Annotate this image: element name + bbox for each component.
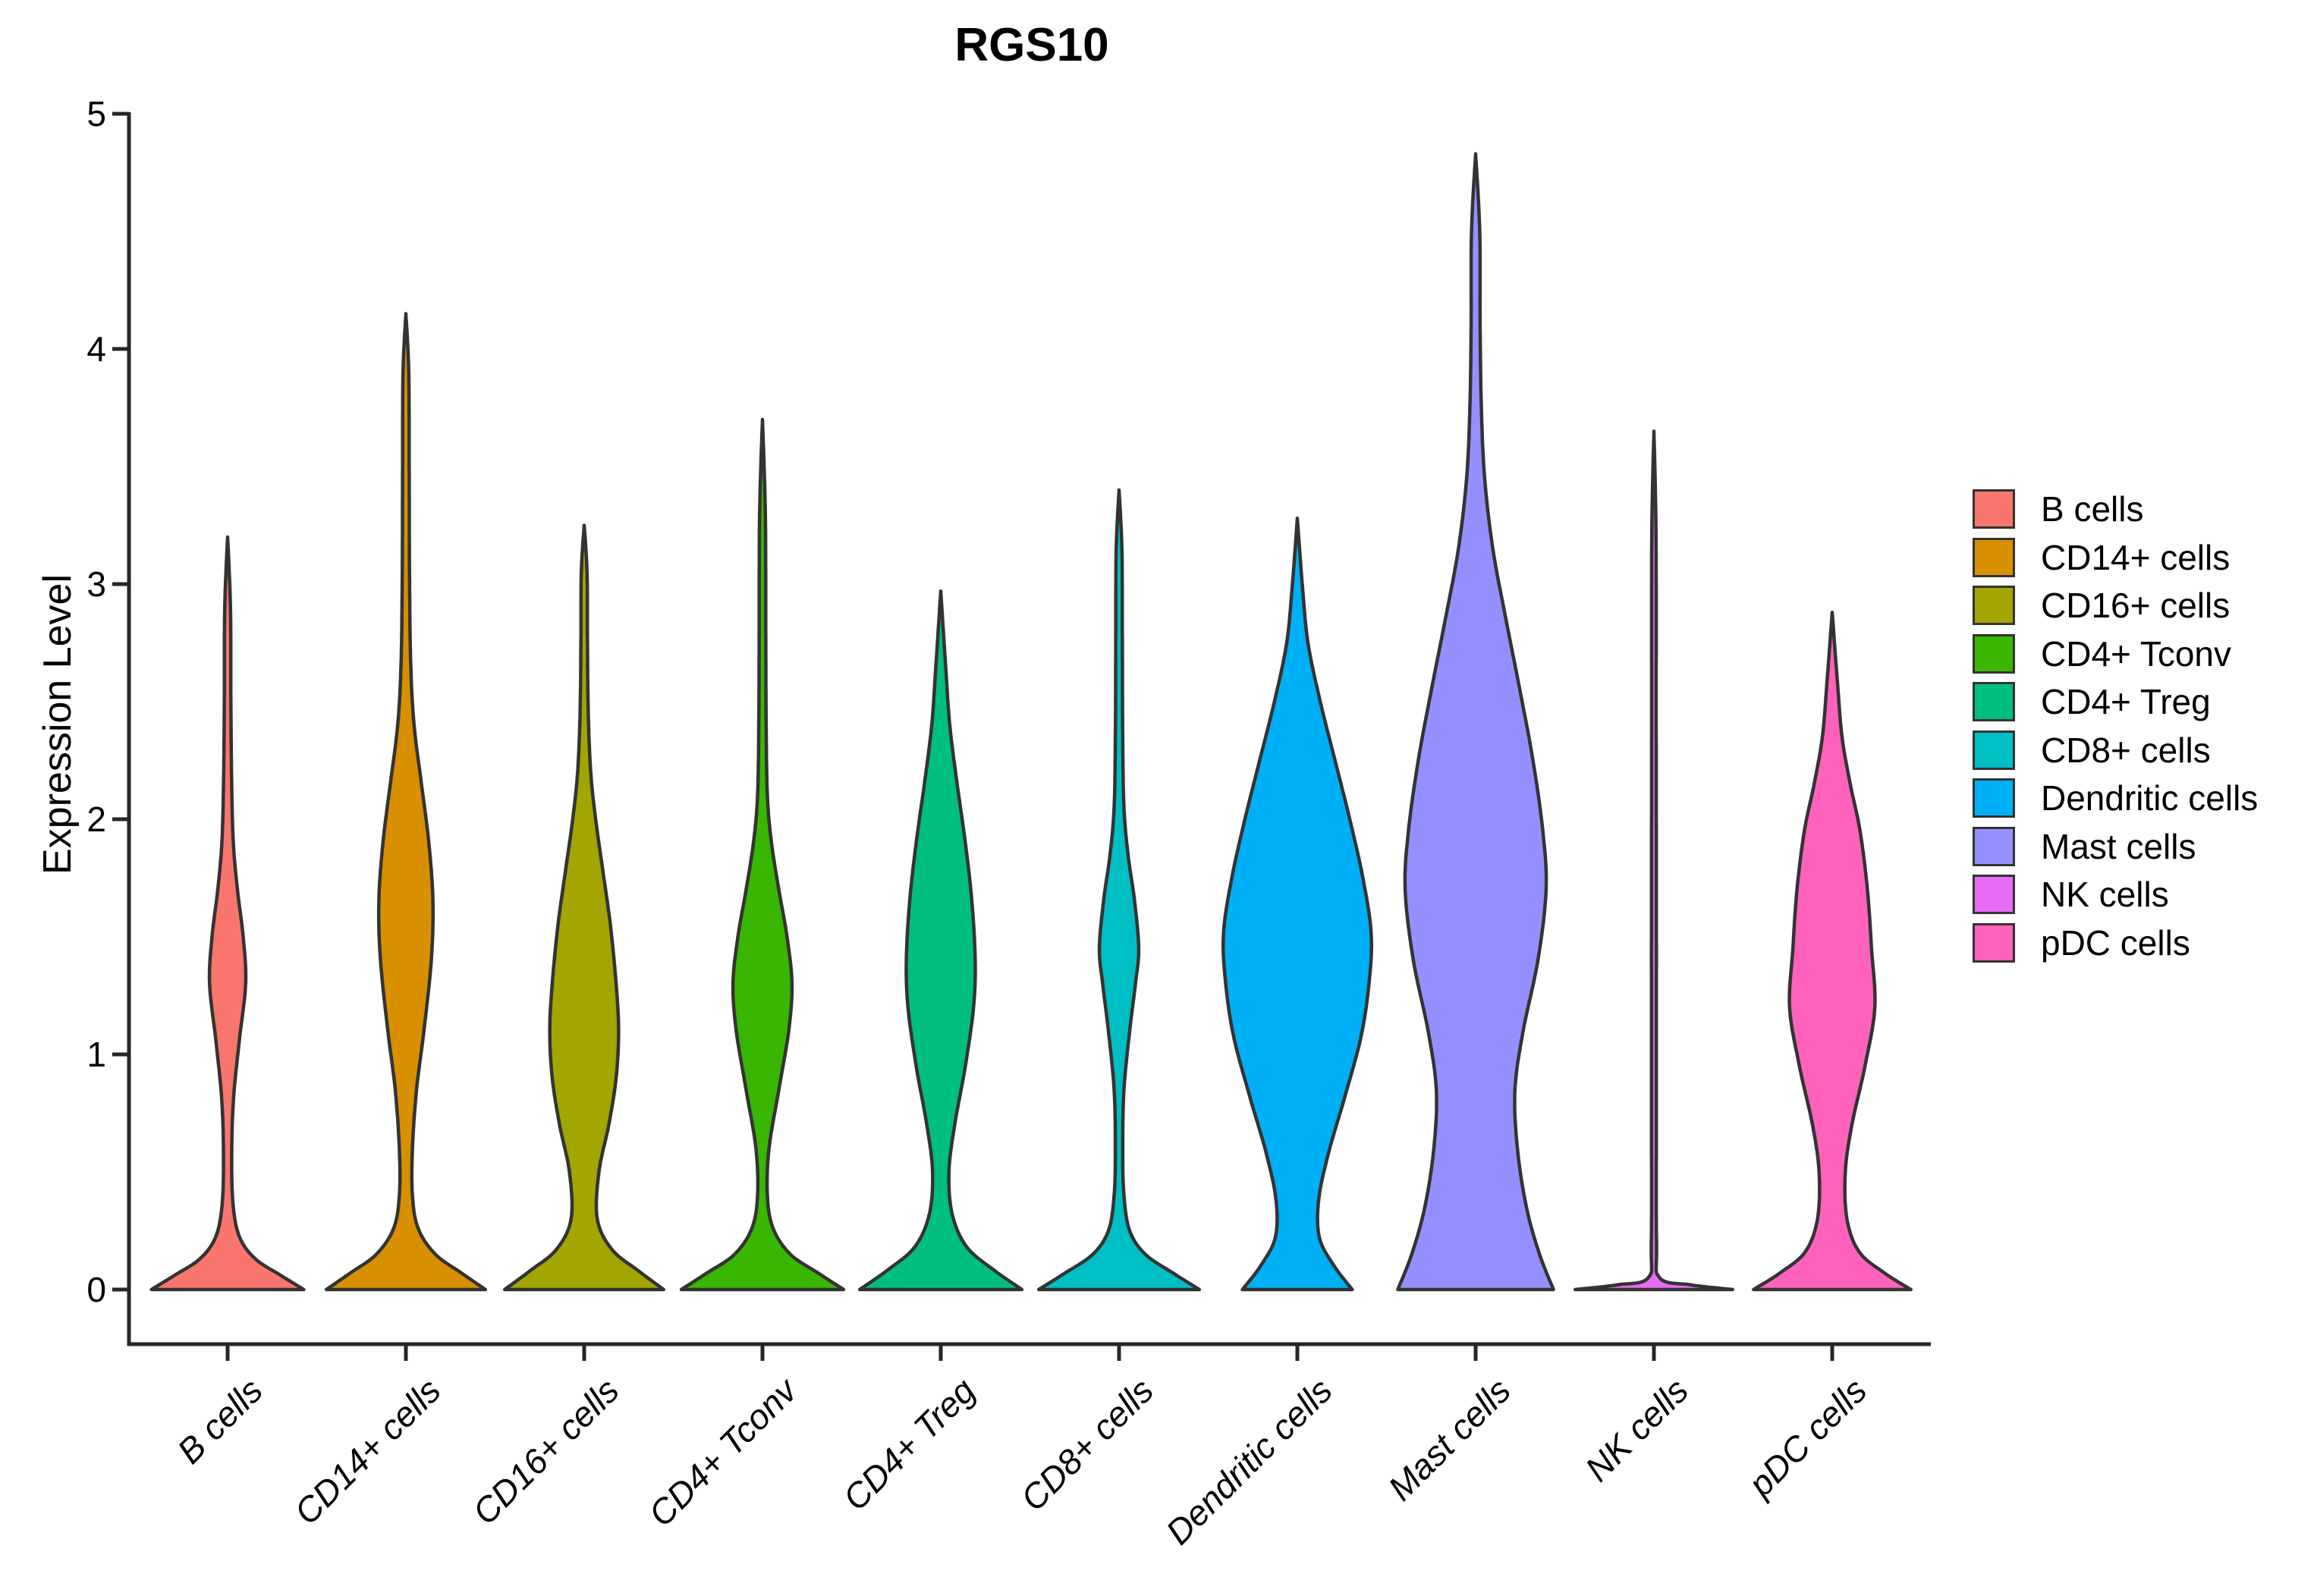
legend-label: B cells xyxy=(2041,489,2144,529)
legend-swatch xyxy=(1973,682,2015,721)
legend-label: Mast cells xyxy=(2041,826,2196,866)
legend-swatch xyxy=(1973,537,2015,577)
legend-swatch xyxy=(1973,730,2015,770)
legend-label: CD8+ cells xyxy=(2041,730,2211,770)
violin-pdc-cells xyxy=(1752,610,1913,1292)
y-tick-label: 5 xyxy=(86,94,106,134)
legend-label: CD14+ cells xyxy=(2041,537,2231,577)
y-tick-label: 1 xyxy=(86,1035,106,1074)
chart-title: RGS10 xyxy=(954,19,1109,71)
legend-swatch xyxy=(1973,633,2015,674)
legend-item: B cells xyxy=(1973,489,2143,529)
legend-item: pDC cells xyxy=(1973,922,2190,963)
legend-swatch xyxy=(1973,922,2015,963)
legend-item: CD14+ cells xyxy=(1973,537,2231,577)
legend-swatch xyxy=(1973,586,2015,625)
violin-cd16-cells xyxy=(502,523,666,1292)
legend-label: CD4+ Tconv xyxy=(2041,633,2232,674)
legend-item: Mast cells xyxy=(1973,826,2196,866)
legend-swatch xyxy=(1973,778,2015,818)
y-tick-label: 3 xyxy=(86,564,106,604)
legend-item: Dendritic cells xyxy=(1973,778,2258,818)
y-tick-label: 4 xyxy=(86,329,106,369)
y-tick-label: 2 xyxy=(86,800,106,839)
legend-label: CD16+ cells xyxy=(2041,586,2231,625)
legend-label: CD4+ Treg xyxy=(2041,682,2211,721)
legend-item: CD4+ Tconv xyxy=(1973,633,2232,674)
violin-b-cells xyxy=(149,535,306,1292)
violin-cd8-cells xyxy=(1036,488,1202,1292)
legend-swatch xyxy=(1973,875,2015,914)
violin-cd4-treg xyxy=(857,589,1024,1292)
violin-mast-cells xyxy=(1396,152,1555,1292)
legend-item: NK cells xyxy=(1973,875,2169,914)
legend-label: Dendritic cells xyxy=(2041,778,2259,818)
legend-swatch xyxy=(1973,489,2015,529)
legend-item: CD4+ Treg xyxy=(1973,682,2211,721)
legend-label: pDC cells xyxy=(2041,922,2190,963)
legend-swatch xyxy=(1973,826,2015,866)
violin-cd14-cells xyxy=(324,312,488,1292)
violin-dendritic-cells xyxy=(1221,516,1374,1292)
legend-item: CD16+ cells xyxy=(1973,586,2230,625)
legend-label: NK cells xyxy=(2041,875,2169,914)
violin-cd4-tconv xyxy=(679,417,846,1292)
violin-nk-cells xyxy=(1573,429,1734,1292)
y-tick-label: 0 xyxy=(86,1270,106,1309)
legend-item: CD8+ cells xyxy=(1973,730,2211,770)
